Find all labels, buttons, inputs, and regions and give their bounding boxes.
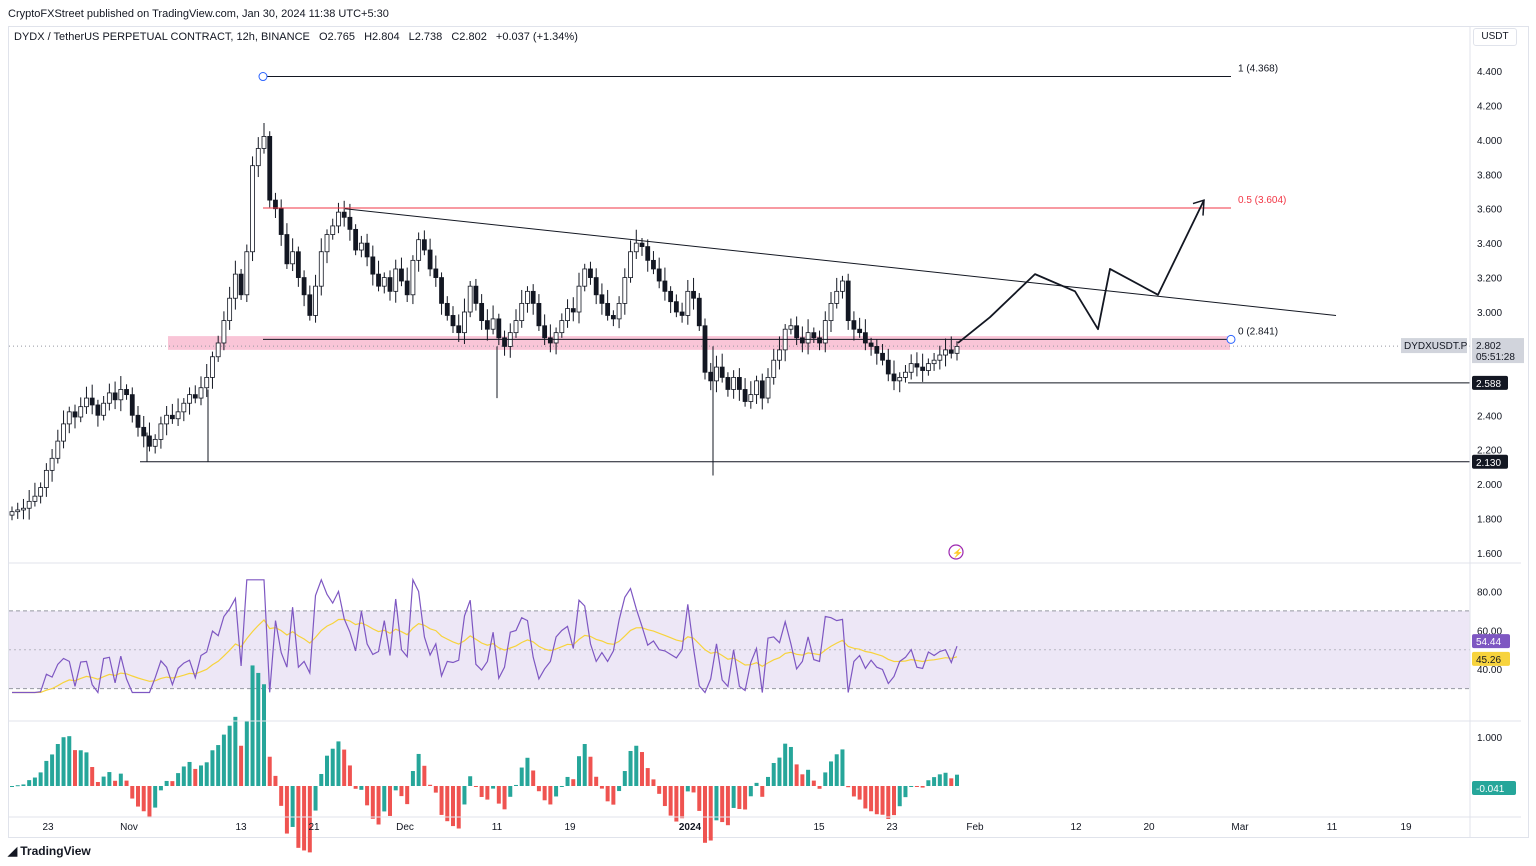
tradingview-logo-icon: ◢ xyxy=(8,844,17,858)
open-value: O2.765 xyxy=(318,31,356,43)
tradingview-brand: ◢ TradingView xyxy=(8,844,91,858)
low-value: L2.738 xyxy=(408,31,443,43)
publisher-line: CryptoFXStreet published on TradingView.… xyxy=(8,8,389,20)
close-value: C2.802 xyxy=(451,31,487,43)
brand-label: TradingView xyxy=(20,844,91,858)
high-value: H2.804 xyxy=(364,31,400,43)
currency-button[interactable]: USDT xyxy=(1473,28,1517,46)
symbol-title[interactable]: DYDX / TetherUS PERPETUAL CONTRACT, 12h,… xyxy=(14,31,310,43)
symbol-header: DYDX / TetherUS PERPETUAL CONTRACT, 12h,… xyxy=(14,31,584,43)
chart-frame xyxy=(8,26,1529,838)
change-value: +0.037 (+1.34%) xyxy=(495,31,578,43)
